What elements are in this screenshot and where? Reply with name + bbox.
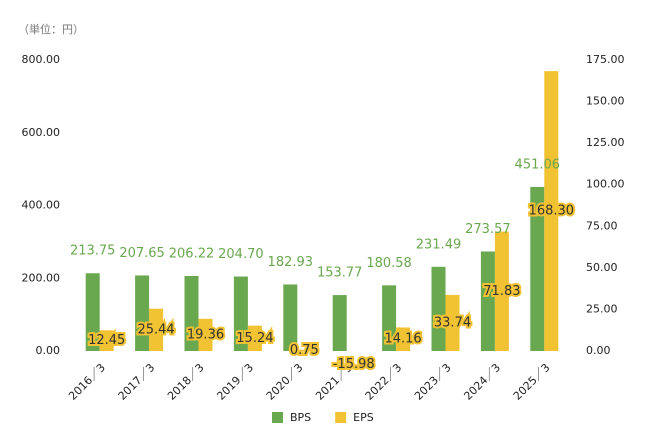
bar xyxy=(445,294,460,351)
value-label: 0.75 xyxy=(290,343,319,358)
x-tick-label: 2016／3 xyxy=(66,361,108,403)
x-tick-label: 2025／3 xyxy=(511,361,553,403)
value-label: 206.22 xyxy=(169,246,215,261)
value-label: 15.24 xyxy=(236,331,273,346)
bar xyxy=(396,327,411,351)
bar xyxy=(544,71,559,351)
value-label: -15.98 xyxy=(333,357,375,372)
bar xyxy=(494,231,509,351)
y-tick-label: 400.00 xyxy=(22,199,61,212)
x-tick-label: 2017／3 xyxy=(116,361,158,403)
legend-label: BPS xyxy=(290,411,311,424)
value-label: 213.75 xyxy=(70,244,116,259)
value-label: 273.57 xyxy=(465,222,511,237)
bar xyxy=(283,284,298,351)
bar xyxy=(247,325,262,351)
bar xyxy=(149,308,164,351)
bar xyxy=(297,349,312,351)
chart-subtitle: （単位：円） xyxy=(18,22,84,36)
value-label: 25.44 xyxy=(137,322,174,337)
value-label: 207.65 xyxy=(119,246,165,261)
y-tick-label: 0.00 xyxy=(36,344,61,357)
value-label: 19.36 xyxy=(187,327,224,342)
x-tick-label: 2024／3 xyxy=(461,361,503,403)
bar xyxy=(184,275,199,351)
value-label: 153.77 xyxy=(317,266,363,281)
y2-tick-label: 100.00 xyxy=(586,178,625,191)
y2-tick-label: 125.00 xyxy=(586,136,625,149)
legend-swatch xyxy=(335,412,347,423)
y2-tick-label: 150.00 xyxy=(586,95,625,108)
value-label: 14.16 xyxy=(384,332,421,347)
y2-tick-label: 175.00 xyxy=(586,53,625,66)
value-label: 231.49 xyxy=(416,237,462,252)
y-tick-label: 600.00 xyxy=(22,126,61,139)
bar xyxy=(99,330,114,351)
bar xyxy=(135,275,150,351)
y-tick-label: 800.00 xyxy=(22,53,61,66)
x-tick-label: 2023／3 xyxy=(412,361,454,403)
bar xyxy=(382,285,397,351)
bar xyxy=(530,186,545,351)
value-label: 180.58 xyxy=(366,256,412,271)
y2-tick-label: 50.00 xyxy=(586,261,618,274)
value-label: 168.30 xyxy=(529,204,575,219)
value-label: 12.45 xyxy=(88,333,125,348)
y2-tick-label: 75.00 xyxy=(586,219,618,232)
legend-label: EPS xyxy=(353,411,374,424)
legend-swatch xyxy=(272,412,283,423)
x-tick-label: 2018／3 xyxy=(165,361,207,403)
x-tick-label: 2019／3 xyxy=(214,361,256,403)
value-label: 182.93 xyxy=(268,255,314,270)
plot-area xyxy=(85,71,559,351)
bar xyxy=(198,318,213,351)
bar xyxy=(332,295,347,351)
bar xyxy=(431,266,446,351)
y-tick-label: 200.00 xyxy=(22,271,61,284)
y2-tick-label: 25.00 xyxy=(586,302,618,315)
x-tick-label: 2020／3 xyxy=(264,361,306,403)
value-label: 33.74 xyxy=(434,315,471,330)
y2-tick-label: 0.00 xyxy=(586,344,611,357)
bar xyxy=(480,251,495,351)
value-label: 204.70 xyxy=(218,247,264,262)
value-label: 451.06 xyxy=(515,157,561,172)
bar xyxy=(233,276,248,351)
value-label: 71.83 xyxy=(483,284,520,299)
bar xyxy=(85,273,100,351)
